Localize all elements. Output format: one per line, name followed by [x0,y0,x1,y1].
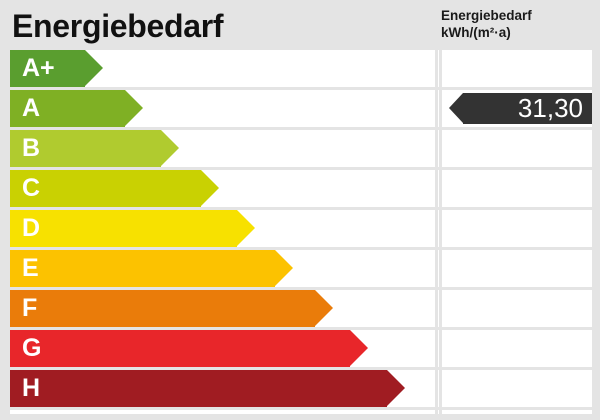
rating-bar-body [10,330,350,367]
rating-bar-c: C [10,170,219,207]
rating-bar-g: G [10,330,368,367]
rating-bar-body [10,370,387,407]
rating-bar-b: B [10,130,179,167]
rating-bar-f: F [10,290,333,327]
rating-class-label: B [22,134,41,162]
rating-bar-body [10,90,125,127]
rating-bar-arrow-tip [387,370,405,407]
value-marker: 31,30 [449,93,592,124]
column-divider-right [439,50,442,414]
rating-class-label: H [22,374,41,402]
row-separator [10,327,592,330]
row-separator [10,207,592,210]
rating-bar-body [10,50,85,87]
rating-class-label: D [22,214,41,242]
unit-header: Energiebedarf kWh/(m²·a) [441,7,591,41]
rating-bar-arrow-tip [315,290,333,327]
rating-bar-body [10,210,237,247]
row-separator [10,87,592,90]
row-separator [10,247,592,250]
rating-class-label: C [22,174,41,202]
rating-class-label: G [22,334,42,362]
rating-scale-grid: A+ A B C D E F G H 31,30 [10,50,592,414]
rating-bar-body [10,290,315,327]
value-marker-label: 31,30 [517,93,583,123]
rating-bar-d: D [10,210,255,247]
rating-bar-e: E [10,250,293,287]
rating-bar-body [10,250,275,287]
rating-bar-arrow-tip [201,170,219,207]
rating-bar-h: H [10,370,405,407]
row-separator [10,167,592,170]
row-separator [10,127,592,130]
rating-bar-a: A [10,90,143,127]
rating-class-label: A+ [22,54,55,82]
row-separator [10,367,592,370]
rating-bar-arrow-tip [350,330,368,367]
rating-row [10,50,592,87]
row-separator [10,287,592,290]
page-title: Energiebedarf [12,8,224,44]
rating-bar-arrow-tip [161,130,179,167]
rating-bar-arrow-tip [275,250,293,287]
rating-class-label: E [22,254,39,282]
rating-class-label: F [22,294,38,322]
rating-bar-arrow-tip [125,90,143,127]
rating-class-label: A [22,94,41,122]
rating-bar-body [10,130,161,167]
row-separator [10,407,592,410]
rating-bar-arrow-tip [85,50,103,87]
rating-bar-aplus: A+ [10,50,103,87]
unit-header-line1: Energiebedarf [441,8,532,23]
unit-header-line2: kWh/(m²·a) [441,25,511,40]
rating-bar-body [10,170,201,207]
column-divider-left [435,50,438,414]
value-marker-arrow-icon [449,93,463,123]
rating-bar-arrow-tip [237,210,255,247]
